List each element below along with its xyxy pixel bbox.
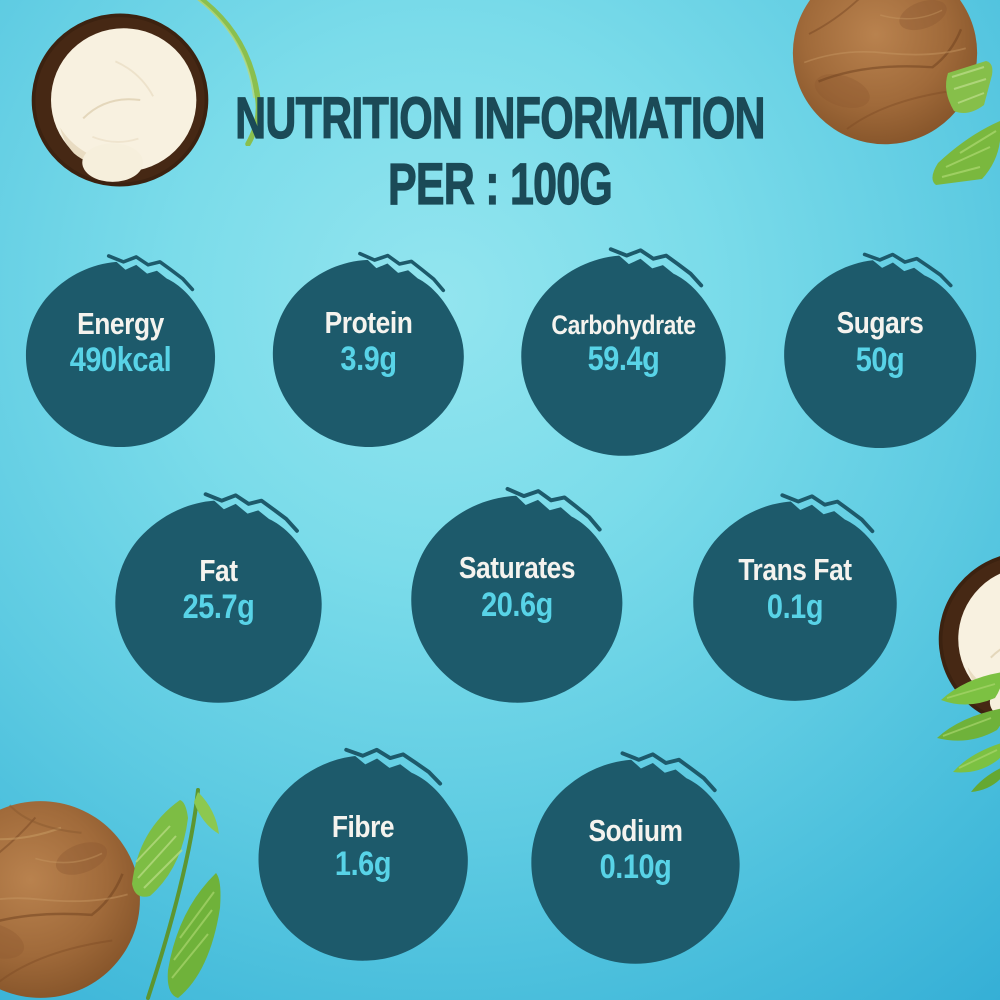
nutrient-bubble-trans-fat: Trans Fat 0.1g [689, 492, 901, 704]
nutrient-value: 50g [855, 340, 905, 379]
nutrient-label: Trans Fat [738, 552, 852, 588]
nutrient-label: Fibre [331, 809, 395, 845]
nutrient-bubble-energy: Energy 490kcal [22, 253, 219, 450]
nutrient-text: Protein 3.9g [284, 251, 453, 450]
nutrient-text: Fat 25.7g [127, 491, 310, 706]
nutrient-bubble-protein: Protein 3.9g [267, 248, 470, 453]
nutrient-label: Sugars [836, 305, 924, 341]
page-title: NUTRITION INFORMATION PER : 100G [130, 85, 870, 218]
nutrient-text: Energy 490kcal [37, 253, 204, 450]
nutrient-label: Sodium [588, 812, 683, 848]
nutrient-value: 1.6g [334, 844, 392, 883]
nutrient-bubble-fibre: Fibre 1.6g [252, 743, 474, 967]
nutrient-bubble-carbohydrate: Carbohydrate 59.4g [517, 246, 730, 459]
nutrient-text: Sugars 50g [795, 251, 965, 451]
nutrient-value: 25.7g [182, 588, 255, 627]
nutrient-text: Saturates 20.6g [424, 486, 611, 706]
title-line-1: NUTRITION INFORMATION [235, 85, 766, 151]
nutrient-label: Saturates [458, 550, 576, 586]
nutrient-value: 0.1g [766, 587, 824, 626]
nutrient-label: Carbohydrate [551, 309, 696, 340]
nutrient-text: Fibre 1.6g [270, 746, 455, 964]
nutrient-bubble-sodium: Sodium 0.10g [527, 750, 744, 967]
leaves-middle-right-image [937, 672, 1000, 792]
nutrient-value: 490kcal [69, 341, 172, 380]
nutrient-value: 0.10g [599, 848, 672, 887]
nutrient-value: 20.6g [481, 585, 553, 624]
nutrient-value: 59.4g [587, 340, 660, 379]
leaves-top-right-image [932, 61, 1000, 185]
nutrient-label: Fat [199, 552, 238, 588]
palm-frond-bottom-left-image [132, 788, 221, 1000]
nutrient-text: Carbohydrate 59.4g [533, 246, 714, 459]
nutrient-bubble-saturates: Saturates 20.6g [405, 483, 629, 709]
nutrient-text: Sodium 0.10g [543, 750, 727, 967]
coconut-half-middle-right-image [930, 548, 1000, 728]
nutrient-value: 3.9g [340, 340, 397, 379]
title-line-2: PER : 100G [388, 152, 614, 218]
nutrient-text: Trans Fat 0.1g [705, 492, 885, 704]
nutrient-bubble-sugars: Sugars 50g [778, 248, 982, 454]
coconut-whole-bottom-left-image [0, 799, 142, 1000]
nutrient-label: Protein [324, 304, 413, 340]
nutrient-label: Energy [77, 305, 164, 341]
nutrient-bubble-fat: Fat 25.7g [111, 491, 326, 706]
